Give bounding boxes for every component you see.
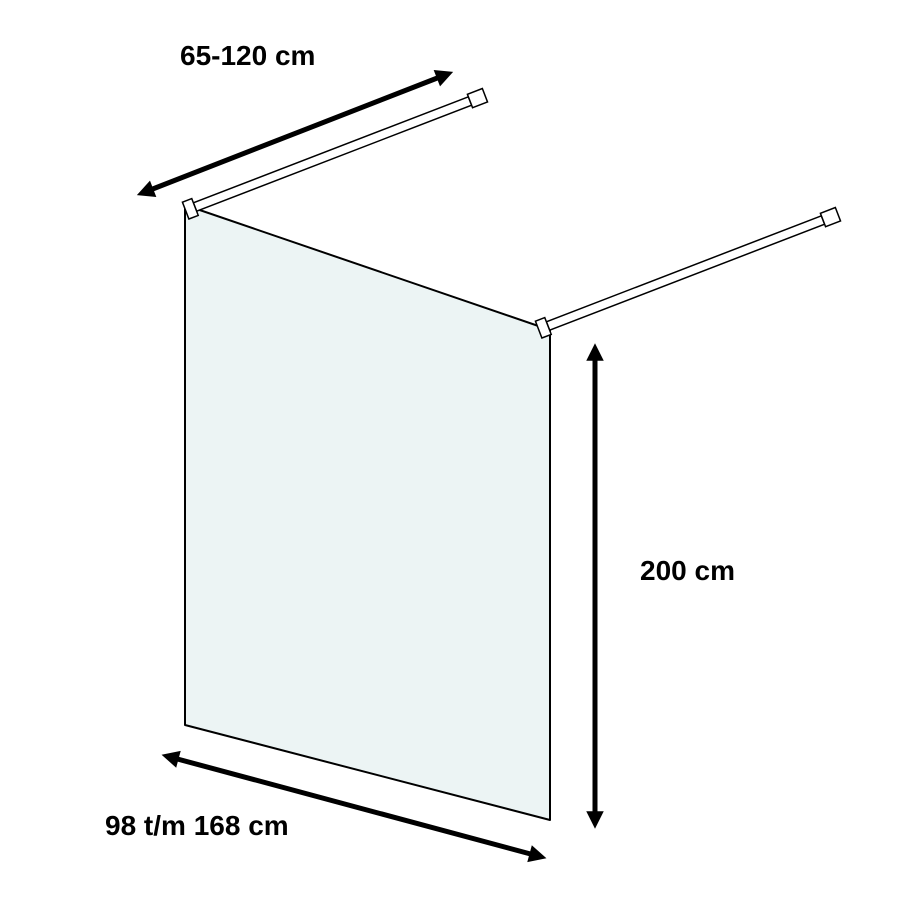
label-depth: 65-120 cm xyxy=(180,40,315,71)
label-height: 200 cm xyxy=(640,555,735,586)
support-bar-right xyxy=(546,216,824,330)
label-width: 98 t/m 168 cm xyxy=(105,810,289,841)
support-bar-left xyxy=(193,97,471,211)
glass-panel xyxy=(185,205,550,820)
